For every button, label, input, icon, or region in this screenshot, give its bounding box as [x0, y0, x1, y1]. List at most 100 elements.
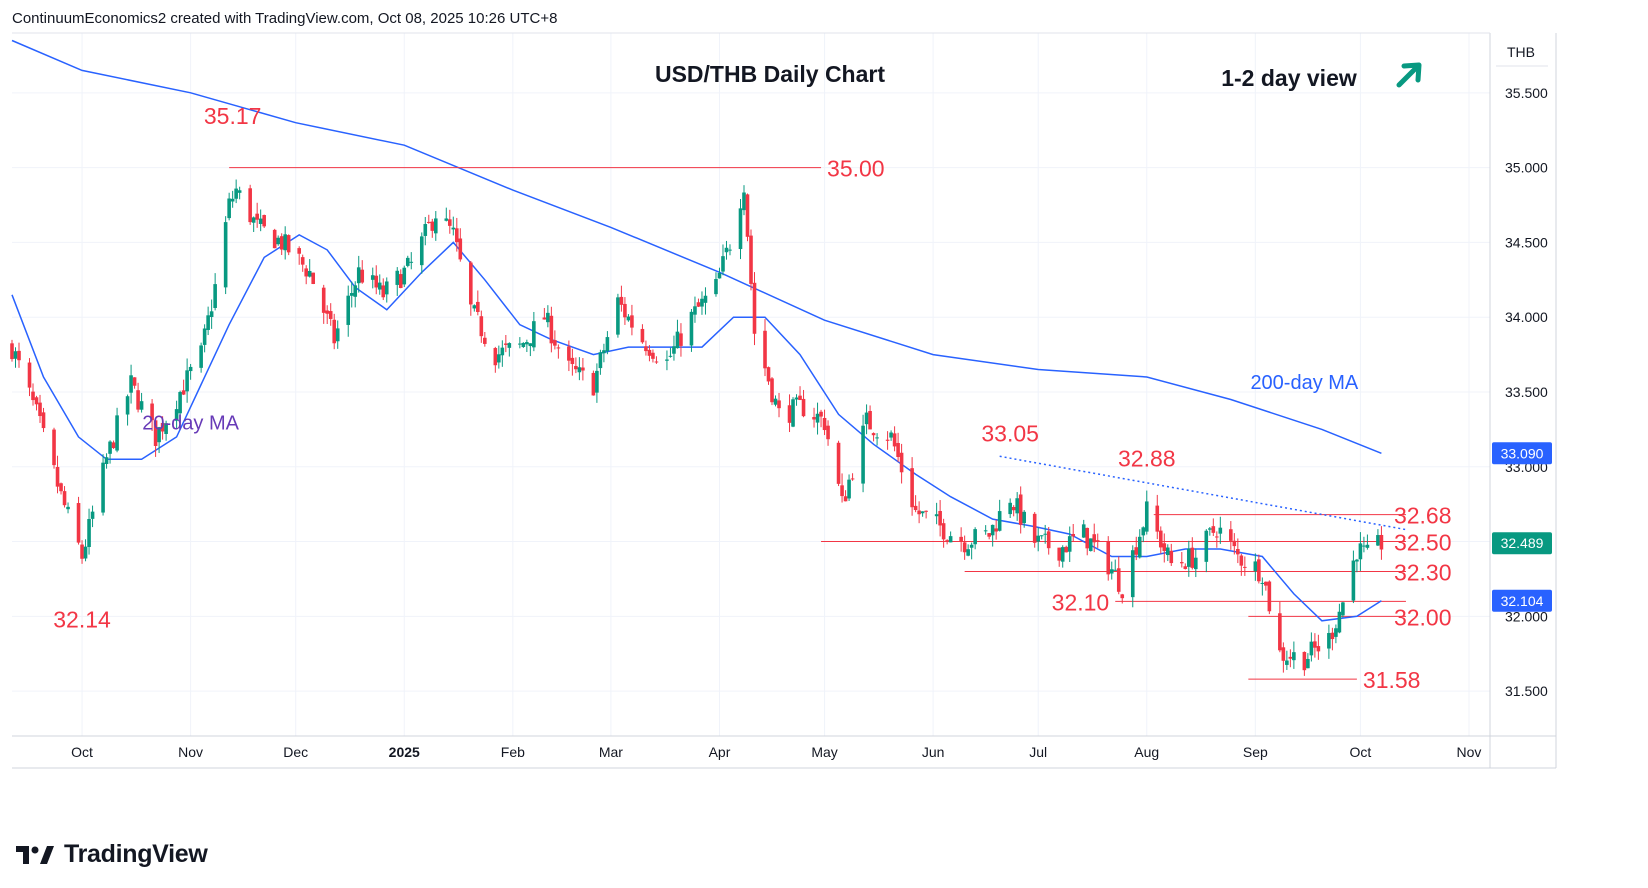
candle-body: [504, 343, 508, 345]
candle-body: [430, 221, 435, 231]
level-label: 32.00: [1394, 604, 1452, 630]
candle-body: [801, 398, 806, 417]
y-tick-label: 34.500: [1505, 234, 1548, 250]
candle-body: [451, 227, 456, 230]
candle-body: [157, 427, 161, 443]
candle-body: [724, 247, 729, 253]
candle-body: [696, 302, 701, 307]
tradingview-brand[interactable]: TradingView: [16, 840, 208, 869]
candle-body: [395, 270, 400, 285]
candle-body: [17, 350, 21, 361]
candle-body: [304, 268, 308, 277]
candle-body: [651, 352, 655, 359]
candle-body: [840, 485, 844, 497]
candle-body: [791, 399, 795, 427]
candle-body: [1285, 660, 1289, 665]
candle-body: [745, 194, 750, 237]
x-tick-label: Jun: [922, 744, 945, 760]
candle-body: [1334, 628, 1338, 637]
candles-layer: [10, 179, 1384, 676]
arrow-shaft: [1396, 63, 1421, 88]
candle-body: [1379, 534, 1384, 550]
candle-body: [237, 190, 242, 193]
candle-body: [297, 248, 301, 254]
candle-body: [644, 346, 648, 352]
candle-body: [104, 457, 109, 464]
candle-body: [679, 333, 683, 346]
candle-body: [1116, 568, 1121, 592]
price-annotation: 35.17: [204, 103, 262, 129]
candle-body: [1309, 641, 1314, 656]
candle-body: [87, 519, 91, 548]
candle-body: [458, 238, 463, 260]
candle-body: [623, 303, 627, 318]
candle-body: [125, 396, 130, 415]
candle-body: [52, 429, 56, 466]
candle-body: [616, 297, 620, 335]
candle-body: [472, 305, 477, 309]
candle-body: [227, 198, 231, 219]
candle-body: [1215, 536, 1219, 538]
candle-body: [605, 337, 610, 352]
candle-body: [59, 483, 63, 492]
candle-body: [83, 546, 88, 559]
chart-attribution: ContinuumEconomics2 created with Trading…: [12, 10, 558, 27]
candle-body: [255, 213, 259, 220]
candle-body: [1253, 561, 1258, 572]
candle-body: [574, 365, 578, 370]
candle-body: [1365, 544, 1370, 548]
x-tick-label: Oct: [71, 744, 93, 760]
candle-body: [1092, 534, 1097, 543]
candle-body: [987, 533, 991, 537]
candle-body: [665, 359, 669, 361]
candle-body: [206, 315, 210, 330]
candle-body: [973, 529, 977, 545]
candle-body: [1292, 652, 1296, 661]
price-annotation: 33.05: [981, 420, 1039, 446]
candle-body: [213, 284, 217, 308]
candle-body: [567, 346, 571, 361]
candle-body: [1260, 582, 1265, 584]
price-badge: [1492, 532, 1552, 555]
candle-body: [871, 433, 876, 436]
candle-body: [983, 530, 988, 532]
candle-body: [38, 402, 42, 417]
candle-body: [647, 349, 652, 356]
candle-body: [934, 514, 939, 517]
candle-body: [528, 343, 533, 347]
candle-body: [966, 549, 970, 556]
tradingview-logo-icon: [16, 845, 54, 864]
candle-body: [945, 540, 949, 542]
candle-body: [962, 542, 967, 553]
candle-body: [311, 272, 316, 285]
candle-body: [1376, 535, 1380, 546]
x-tick-label: Oct: [1350, 744, 1372, 760]
candle-body: [153, 420, 158, 446]
price-badge-label: 33.090: [1501, 445, 1544, 461]
currency-label: THB: [1507, 44, 1535, 60]
candle-body: [721, 256, 725, 272]
candle-body: [553, 340, 557, 346]
candle-body: [31, 391, 35, 401]
candle-body: [570, 357, 575, 365]
candle-body: [752, 282, 757, 334]
candle-body: [1165, 547, 1170, 556]
candle-body: [1015, 498, 1019, 514]
candle-body: [717, 272, 722, 279]
candle-body: [202, 328, 207, 345]
candle-body: [1264, 581, 1268, 586]
levels-layer: [229, 167, 1407, 680]
candle-body: [1039, 535, 1044, 537]
candle-body: [1355, 559, 1359, 562]
x-tick-label: Aug: [1134, 744, 1159, 760]
candle-body: [423, 224, 428, 236]
candle-body: [1232, 540, 1237, 547]
candle-body: [115, 415, 119, 451]
x-tick-label: Nov: [1457, 744, 1482, 760]
candle-body: [1316, 646, 1321, 652]
candle-body: [1137, 536, 1142, 558]
candle-body: [595, 370, 599, 393]
candle-body: [668, 355, 673, 357]
